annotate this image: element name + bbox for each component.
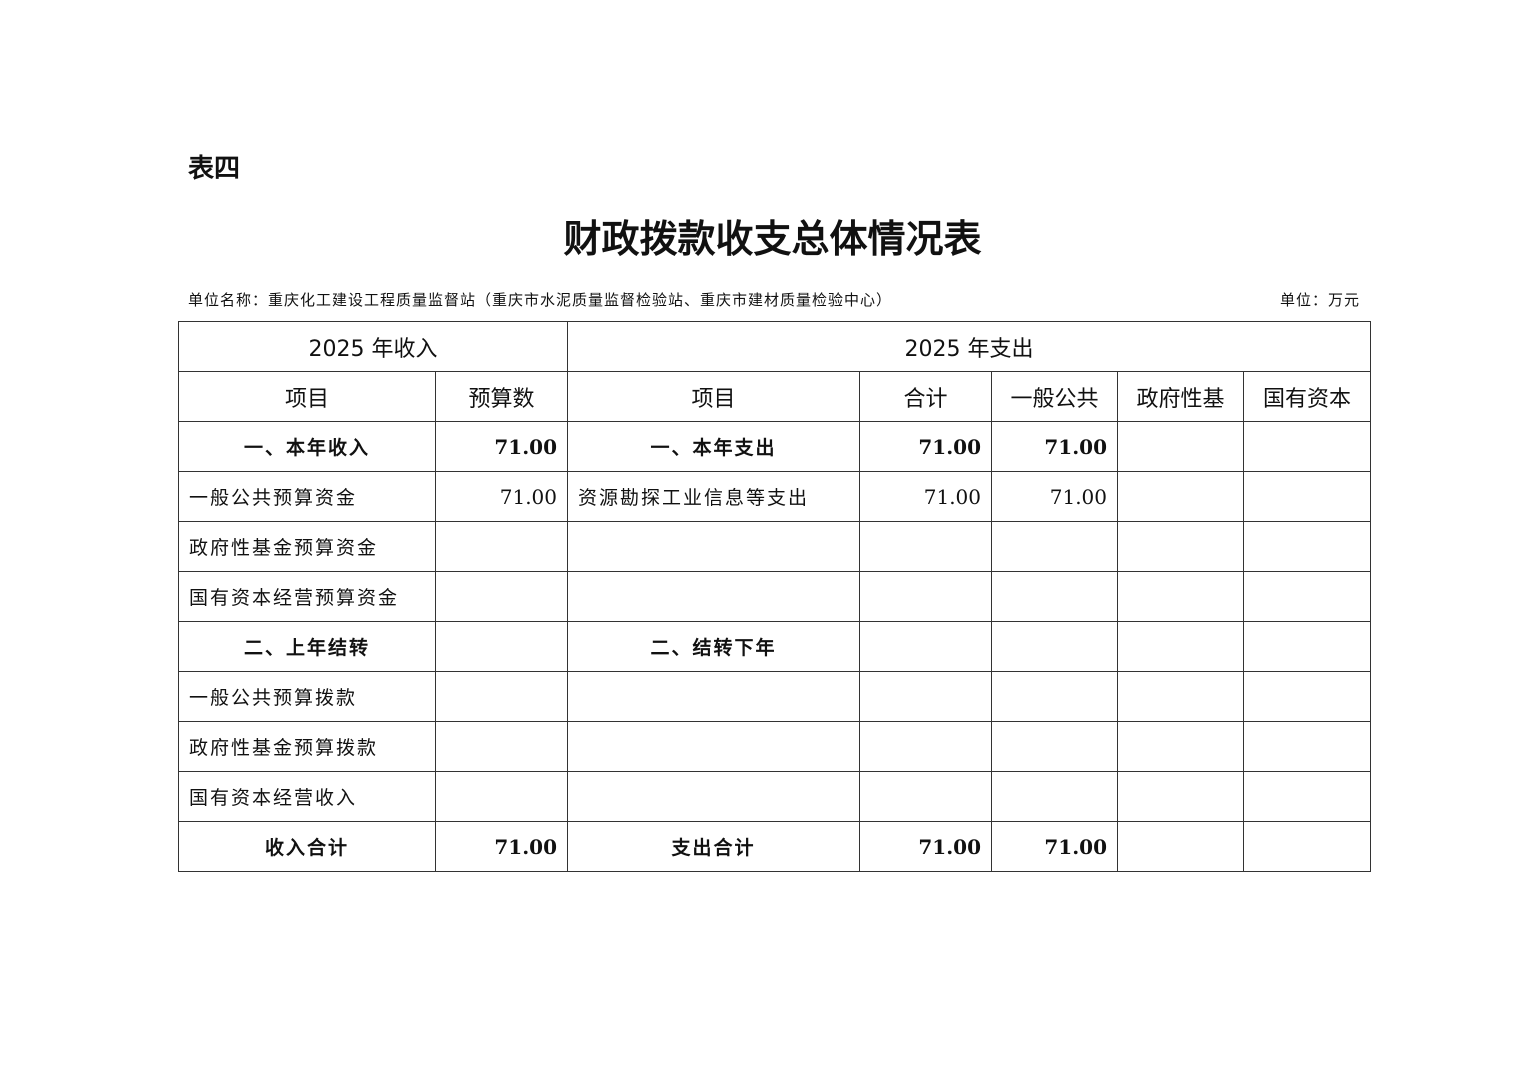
table-cell	[859, 771, 993, 822]
finance-table: 2025 年收入 2025 年支出 项目 预算数 项目 合计 一般公共 政府性基…	[177, 321, 1372, 872]
table-cell	[1243, 521, 1372, 572]
table-cell: 二、结转下年	[567, 621, 861, 672]
table-cell	[1117, 471, 1245, 522]
table-cell	[1243, 721, 1372, 772]
table-cell	[1117, 621, 1245, 672]
table-cell: 一、本年支出	[567, 421, 861, 472]
table-cell: 71.00	[859, 421, 993, 472]
col-header: 一般公共	[991, 371, 1119, 422]
table-row: 国有资本经营收入	[178, 771, 1372, 822]
table-cell	[1243, 621, 1372, 672]
table-label: 表四	[188, 154, 241, 184]
col-header: 项目	[178, 371, 436, 422]
table-cell: 71.00	[434, 421, 569, 472]
col-header: 预算数	[434, 371, 569, 422]
table-cell: 71.00	[434, 821, 569, 872]
table-cell	[1117, 771, 1245, 822]
table-cell	[1243, 571, 1372, 622]
table-cell: 71.00	[991, 421, 1119, 472]
table-row: 一般公共预算拨款	[178, 671, 1372, 722]
table-cell	[567, 771, 861, 822]
column-header-row: 项目 预算数 项目 合计 一般公共 政府性基 国有资本	[178, 371, 1372, 422]
table-cell	[1117, 821, 1245, 872]
table-row: 二、上年结转 二、结转下年	[178, 621, 1372, 672]
table-cell	[991, 671, 1119, 722]
table-cell	[1117, 721, 1245, 772]
table-cell: 收入合计	[178, 821, 436, 872]
table-cell: 71.00	[859, 821, 993, 872]
col-header: 国有资本	[1243, 371, 1372, 422]
income-header: 2025 年收入	[177, 321, 569, 372]
table-cell	[859, 671, 993, 722]
table-cell	[1117, 671, 1245, 722]
table-cell	[1243, 471, 1372, 522]
table-cell	[434, 721, 569, 772]
table-cell	[859, 721, 993, 772]
table-cell: 一般公共预算拨款	[178, 671, 436, 722]
section-header-row: 2025 年收入 2025 年支出	[177, 321, 1372, 372]
table-cell: 资源勘探工业信息等支出	[567, 471, 861, 522]
table-cell	[1117, 521, 1245, 572]
table-cell: 政府性基金预算资金	[178, 521, 436, 572]
col-header: 合计	[859, 371, 993, 422]
table-cell: 二、上年结转	[178, 621, 436, 672]
table-cell	[567, 521, 861, 572]
table-cell	[1243, 421, 1372, 472]
table-cell	[1117, 571, 1245, 622]
table-cell: 支出合计	[567, 821, 861, 872]
table-cell	[859, 621, 993, 672]
table-cell	[1117, 421, 1245, 472]
table-cell: 71.00	[434, 471, 569, 522]
table-cell	[434, 571, 569, 622]
table-cell	[567, 721, 861, 772]
table-cell	[1243, 671, 1372, 722]
table-row: 一般公共预算资金 71.00 资源勘探工业信息等支出 71.00 71.00	[178, 471, 1372, 522]
table-cell: 国有资本经营预算资金	[178, 571, 436, 622]
table-cell	[991, 571, 1119, 622]
expense-header: 2025 年支出	[567, 321, 1372, 372]
table-cell	[1243, 821, 1372, 872]
table-cell: 71.00	[991, 821, 1119, 872]
table-cell	[567, 571, 861, 622]
table-cell	[991, 521, 1119, 572]
table-cell	[859, 571, 993, 622]
table-cell	[567, 671, 861, 722]
table-cell	[434, 771, 569, 822]
table-cell	[991, 621, 1119, 672]
col-header: 项目	[567, 371, 861, 422]
table-cell	[859, 521, 993, 572]
unit-name: 单位名称：重庆化工建设工程质量监督站（重庆市水泥质量监督检验站、重庆市建材质量检…	[188, 291, 893, 309]
table-cell: 国有资本经营收入	[178, 771, 436, 822]
table-cell	[1243, 771, 1372, 822]
table-cell	[991, 721, 1119, 772]
col-header: 政府性基	[1117, 371, 1245, 422]
currency-unit: 单位：万元	[1279, 291, 1360, 309]
table-cell	[991, 771, 1119, 822]
table-cell	[434, 621, 569, 672]
page-title: 财政拨款收支总体情况表	[563, 216, 982, 261]
table-row: 政府性基金预算资金	[178, 521, 1372, 572]
table-cell: 71.00	[991, 471, 1119, 522]
table-cell	[434, 521, 569, 572]
table-row: 国有资本经营预算资金	[178, 571, 1372, 622]
table-cell: 一、本年收入	[178, 421, 436, 472]
table-cell	[434, 671, 569, 722]
table-cell: 一般公共预算资金	[178, 471, 436, 522]
table-row: 收入合计 71.00 支出合计 71.00 71.00	[178, 821, 1372, 872]
table-row: 一、本年收入 71.00 一、本年支出 71.00 71.00	[178, 421, 1372, 472]
table-row: 政府性基金预算拨款	[178, 721, 1372, 772]
table-cell: 71.00	[859, 471, 993, 522]
table-cell: 政府性基金预算拨款	[178, 721, 436, 772]
